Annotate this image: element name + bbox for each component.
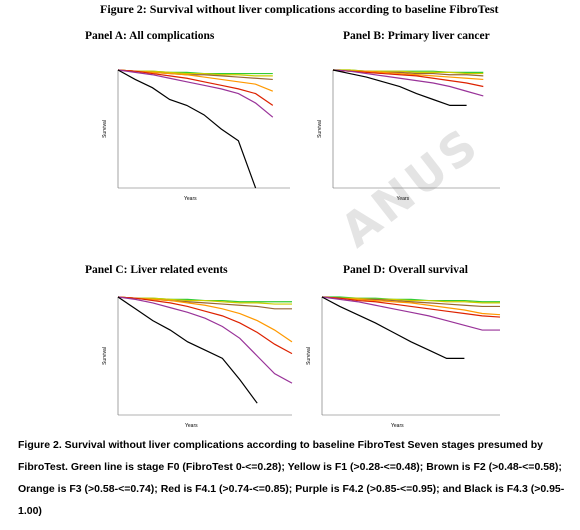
survival-curve bbox=[117, 69, 274, 118]
survival-curve bbox=[321, 296, 501, 316]
survival-curve bbox=[117, 69, 274, 106]
y-axis-label: Survival bbox=[102, 347, 108, 365]
survival-curve bbox=[321, 296, 501, 318]
survival-curve bbox=[117, 69, 257, 189]
x-axis-label: Years bbox=[391, 423, 404, 429]
x-axis-label: Years bbox=[397, 196, 410, 202]
survival-curve bbox=[117, 296, 293, 355]
caption: Figure 2. Survival without liver complic… bbox=[18, 439, 565, 517]
survival-curve bbox=[117, 296, 292, 305]
y-axis-label: Survival bbox=[102, 120, 108, 138]
survival-curve bbox=[117, 296, 293, 343]
survival-curve bbox=[321, 296, 500, 304]
survival-curve bbox=[332, 69, 484, 97]
panel-title: Panel D: Overall survival bbox=[343, 264, 468, 276]
x-axis-label: Years bbox=[184, 196, 197, 202]
survival-curve bbox=[332, 69, 467, 106]
panel-title: Panel C: Liver related events bbox=[85, 264, 228, 276]
survival-curve bbox=[321, 296, 465, 359]
figures: Years Survival Years Survival Years Survival Y… bbox=[102, 69, 501, 429]
survival-curve bbox=[117, 296, 293, 384]
x-axis-label: Years bbox=[185, 423, 198, 429]
panel-title: Panel B: Primary liver cancer bbox=[343, 30, 490, 42]
figure-title: Figure 2: Survival without liver complic… bbox=[100, 2, 499, 16]
survival-curve bbox=[321, 296, 500, 331]
panel-title: Panel A: All complications bbox=[85, 30, 215, 42]
y-axis-label: Survival bbox=[306, 347, 312, 365]
survival-curve bbox=[117, 296, 258, 404]
y-axis-label: Survival bbox=[317, 120, 323, 138]
